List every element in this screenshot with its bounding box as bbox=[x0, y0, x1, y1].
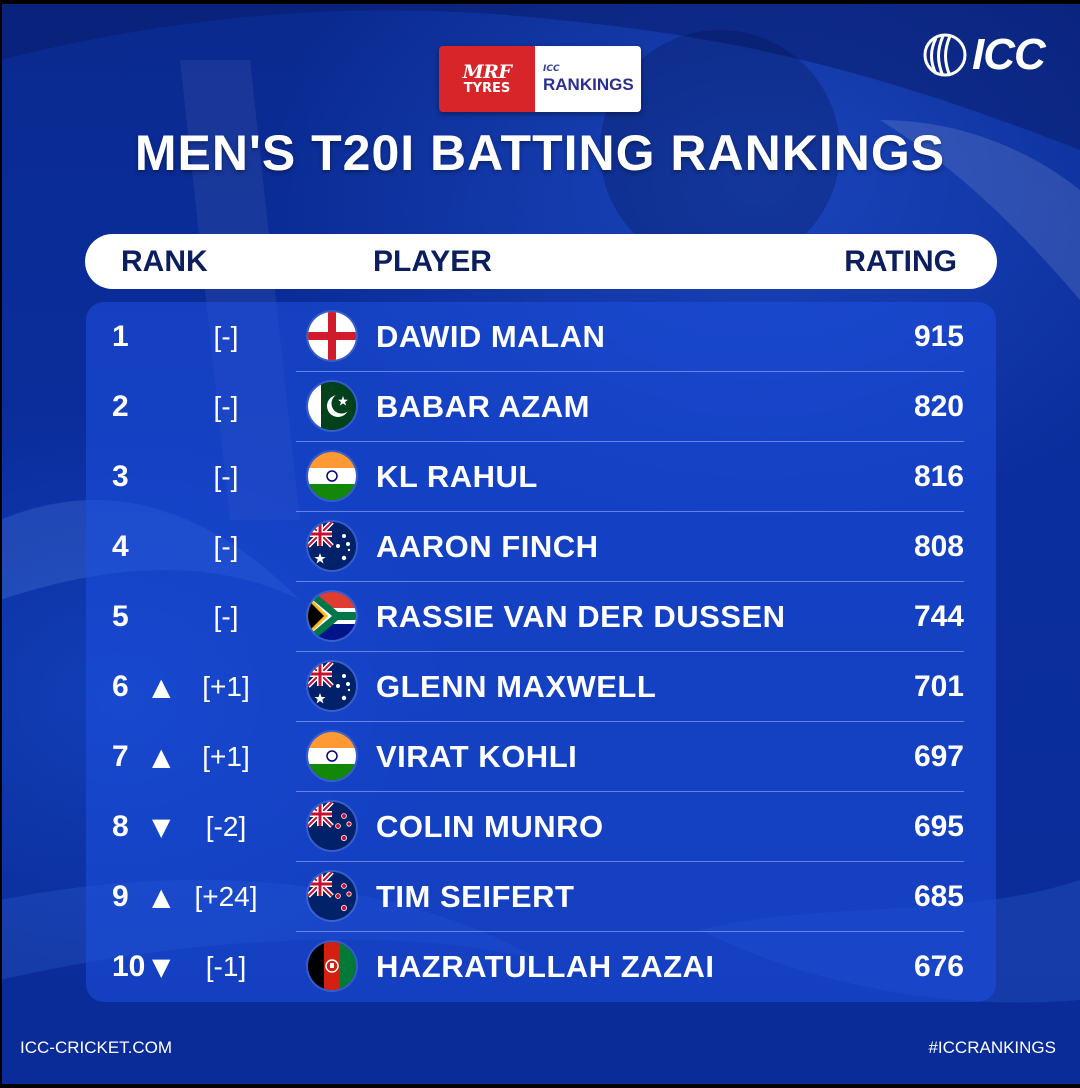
player-rating: 697 bbox=[913, 740, 964, 773]
rank-number: 10 bbox=[112, 950, 146, 983]
england-flag-icon bbox=[308, 312, 356, 360]
player-rating: 695 bbox=[913, 810, 964, 843]
icc-ball-logo-icon bbox=[923, 33, 967, 77]
table-row: 7 ▲ [+1] VIRAT KOHLI 697 bbox=[86, 722, 996, 792]
rank-number: 2 bbox=[112, 390, 129, 423]
south-africa-flag-icon bbox=[308, 592, 356, 640]
row-divider bbox=[296, 371, 964, 372]
rank-change: [-] bbox=[213, 531, 239, 562]
hashtag-text: #ICCRANKINGS bbox=[928, 1038, 1056, 1057]
table-row: 8 ▼ [-2] COLIN MUNRO 695 bbox=[86, 792, 996, 862]
mrf-word: MRF bbox=[462, 61, 512, 83]
player-name: GLENN MAXWELL bbox=[376, 669, 657, 704]
rank-change: [-] bbox=[213, 461, 239, 492]
rank-change: [-1] bbox=[205, 951, 247, 982]
up-arrow-icon: ▲ bbox=[152, 673, 171, 701]
row-divider bbox=[296, 791, 964, 792]
sponsor-badge: MRF TYRES ICC RANKINGS bbox=[439, 46, 641, 112]
row-divider bbox=[296, 581, 964, 582]
rank-number: 6 bbox=[112, 670, 129, 703]
australia-flag-icon bbox=[308, 662, 356, 710]
bottom-border bbox=[0, 1084, 1080, 1088]
player-rating: 808 bbox=[913, 530, 964, 563]
up-arrow-icon: ▲ bbox=[152, 883, 171, 911]
left-border bbox=[0, 0, 2, 1088]
rank-change: [+24] bbox=[194, 881, 258, 912]
table-row: 1 [-] DAWID MALAN 915 bbox=[86, 302, 996, 372]
rank-change: [-] bbox=[213, 601, 239, 632]
new-zealand-flag-icon bbox=[308, 872, 356, 920]
up-arrow-icon: ▲ bbox=[152, 743, 171, 771]
icc-logo: ICC bbox=[922, 30, 1052, 80]
row-divider bbox=[296, 441, 964, 442]
table-row: 10 ▼ [-1] HAZRATULLAH ZAZAI 676 bbox=[86, 932, 996, 1002]
player-name: VIRAT KOHLI bbox=[376, 739, 578, 774]
player-name: RASSIE VAN DER DUSSEN bbox=[376, 599, 786, 634]
icc-rankings-logo: ICC RANKINGS bbox=[535, 46, 641, 112]
player-rating: 744 bbox=[913, 600, 964, 633]
player-name: DAWID MALAN bbox=[376, 319, 606, 354]
rank-number: 3 bbox=[112, 460, 129, 493]
india-flag-icon bbox=[308, 452, 356, 500]
australia-flag-icon bbox=[308, 522, 356, 570]
rank-number: 9 bbox=[112, 880, 129, 913]
row-divider bbox=[296, 931, 964, 932]
table-row: 2 [-] BABAR AZAM 820 bbox=[86, 372, 996, 442]
down-arrow-icon: ▼ bbox=[152, 953, 171, 981]
afghanistan-flag-icon bbox=[308, 942, 356, 990]
rank-change: [-] bbox=[213, 321, 239, 352]
player-name: HAZRATULLAH ZAZAI bbox=[376, 949, 715, 984]
rank-number: 5 bbox=[112, 600, 129, 633]
header-player: PLAYER bbox=[373, 245, 492, 278]
row-divider bbox=[296, 511, 964, 512]
table-row: 3 [-] KL RAHUL 816 bbox=[86, 442, 996, 512]
player-name: KL RAHUL bbox=[376, 459, 538, 494]
rank-change: [+1] bbox=[202, 671, 250, 702]
table-row: 9 ▲ [+24] TIM SEIFERT 685 bbox=[86, 862, 996, 932]
new-zealand-flag-icon bbox=[308, 802, 356, 850]
table-row: 6 ▲ [+1] GLENN MAXWELL 701 bbox=[86, 652, 996, 722]
pakistan-flag-icon bbox=[308, 382, 356, 430]
rank-number: 4 bbox=[112, 530, 129, 563]
row-divider bbox=[296, 721, 964, 722]
player-rating: 685 bbox=[913, 880, 964, 913]
player-rating: 915 bbox=[913, 320, 964, 353]
player-name: COLIN MUNRO bbox=[376, 809, 604, 844]
row-divider bbox=[296, 861, 964, 862]
page-title: MEN'S T20I BATTING RANKINGS bbox=[134, 125, 946, 181]
player-name: BABAR AZAM bbox=[376, 389, 590, 424]
icc-small-word: ICC bbox=[543, 64, 560, 74]
rank-number: 7 bbox=[112, 740, 129, 773]
mrf-tyres-word: TYRES bbox=[463, 81, 511, 96]
rankings-table: 1 [-] DAWID MALAN 915 2 [-] BABAR AZAM 820 3 [-] K… bbox=[86, 302, 996, 1002]
rank-change: [-2] bbox=[205, 811, 247, 842]
down-arrow-icon: ▼ bbox=[152, 813, 171, 841]
table-header: RANK PLAYER RATING bbox=[85, 234, 997, 289]
rank-number: 8 bbox=[112, 810, 129, 843]
player-rating: 676 bbox=[913, 950, 964, 983]
header-rank: RANK bbox=[121, 245, 208, 278]
icc-logo-text: ICC bbox=[972, 30, 1046, 79]
website-link[interactable]: ICC-CRICKET.COM bbox=[20, 1038, 173, 1057]
india-flag-icon bbox=[308, 732, 356, 780]
player-rating: 701 bbox=[913, 670, 964, 703]
row-divider bbox=[296, 651, 964, 652]
player-name: TIM SEIFERT bbox=[376, 879, 575, 914]
rank-number: 1 bbox=[112, 320, 129, 353]
rank-change: [-] bbox=[213, 391, 239, 422]
table-row: 5 [-] RASSIE VAN DER DUSSEN 744 bbox=[86, 582, 996, 652]
header-rating: RATING bbox=[844, 245, 957, 278]
player-name: AARON FINCH bbox=[376, 529, 599, 564]
top-border bbox=[0, 0, 1080, 4]
player-rating: 816 bbox=[913, 460, 964, 493]
rankings-word: RANKINGS bbox=[543, 75, 634, 94]
table-row: 4 [-] AARON FINCH 808 bbox=[86, 512, 996, 582]
player-rating: 820 bbox=[913, 390, 964, 423]
mrf-logo: MRF TYRES bbox=[439, 46, 535, 112]
rank-change: [+1] bbox=[202, 741, 250, 772]
